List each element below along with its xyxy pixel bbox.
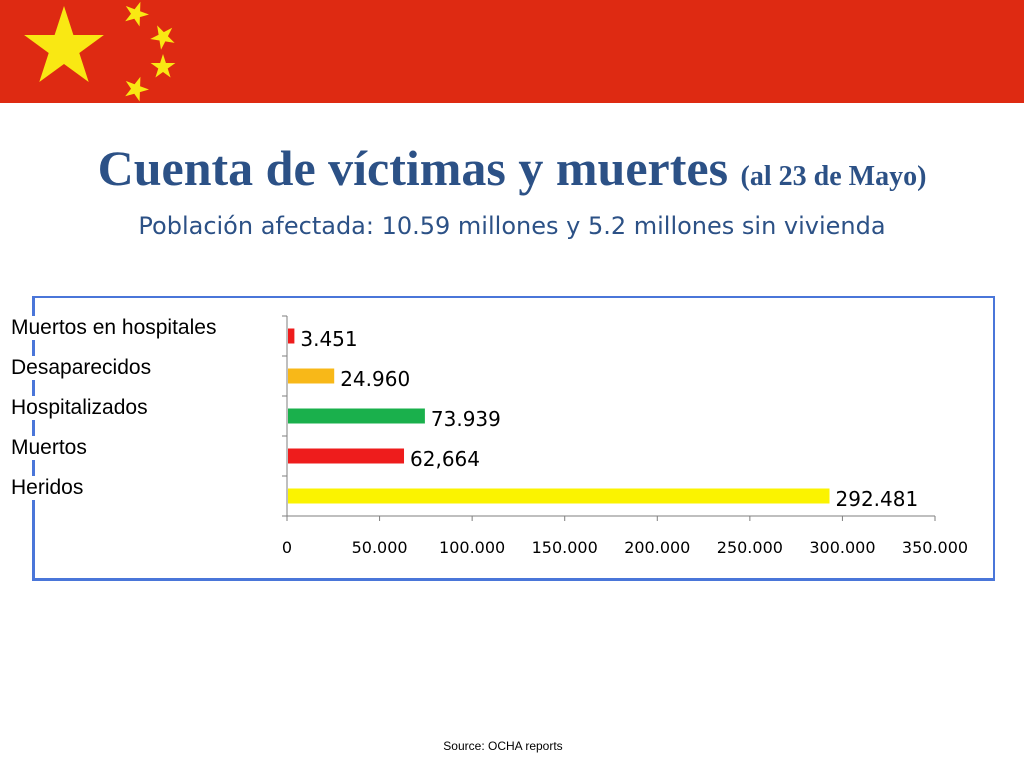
source-note: Source: OCHA reports <box>443 739 563 753</box>
category-labels: Muertos en hospitales Desaparecidos Hospit… <box>0 0 280 520</box>
title-main: Cuenta de víctimas y muertes <box>97 140 729 196</box>
bar-data-label: 73.939 <box>431 407 501 431</box>
x-tick-label: 200.000 <box>624 538 690 557</box>
bar <box>288 328 295 344</box>
category-label: Desaparecidos <box>11 356 156 380</box>
x-tick-label: 100.000 <box>439 538 505 557</box>
small-star-icon <box>125 76 149 102</box>
bar <box>288 368 335 384</box>
category-label: Muertos en hospitales <box>11 316 221 340</box>
bar-data-label: 292.481 <box>836 487 919 511</box>
page-title: Cuenta de víctimas y muertes (al 23 de M… <box>0 138 1024 207</box>
bar-data-label: 62,664 <box>410 447 480 471</box>
small-star-icon <box>125 1 149 27</box>
x-tick-label: 150.000 <box>532 538 598 557</box>
bar <box>288 488 830 504</box>
small-star-icon <box>150 25 175 50</box>
bar-chart: 0 50.000 100.000 150.000 200.000 250.000 300.0… <box>282 315 968 557</box>
category-label: Muertos <box>11 436 91 460</box>
flag-banner <box>0 0 1024 103</box>
x-tick-label: 350.000 <box>902 538 968 557</box>
bar <box>288 408 425 424</box>
category-label: Hospitalizados <box>11 396 152 420</box>
bar-data-label: 3.451 <box>300 327 357 351</box>
bar-data-label: 24.960 <box>340 367 410 391</box>
x-tick-label: 300.000 <box>809 538 875 557</box>
page-subtitle: Población afectada: 10.59 millones y 5.2… <box>138 212 886 240</box>
title-block: Cuenta de víctimas y muertes (al 23 de M… <box>0 138 1024 241</box>
china-flag-stars-icon <box>24 1 176 102</box>
x-tick-label: 0 <box>282 538 292 557</box>
x-tick-label: 50.000 <box>352 538 408 557</box>
small-star-icon <box>150 54 176 78</box>
big-star-icon <box>24 6 104 82</box>
x-tick-label: 250.000 <box>717 538 783 557</box>
category-label: Heridos <box>11 476 88 500</box>
title-date-note: (al 23 de Mayo) <box>740 161 927 192</box>
bar <box>288 448 405 464</box>
